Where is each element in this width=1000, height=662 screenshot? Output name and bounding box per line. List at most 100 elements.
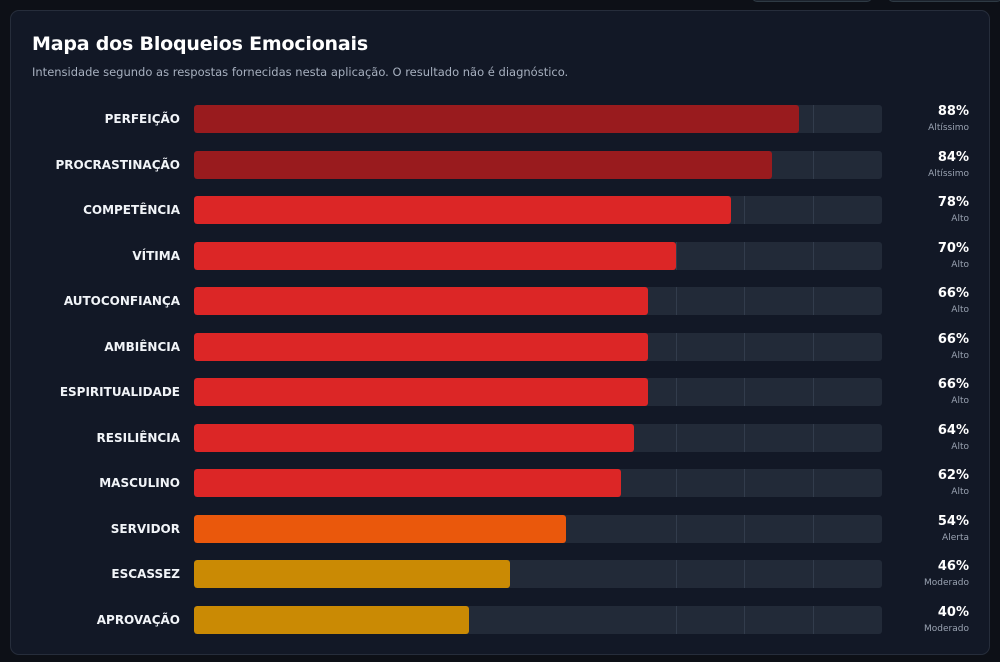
grid-line	[676, 241, 677, 270]
bar-value-label: 40%	[937, 604, 969, 620]
grid-line	[813, 241, 814, 270]
bar-track	[194, 605, 882, 634]
bar-value-label: 70%	[937, 240, 969, 256]
bar-track	[194, 423, 882, 452]
bar-row: RESILIÊNCIA 64% Alto	[11, 422, 989, 452]
chart-title: Mapa dos Bloqueios Emocionais	[32, 33, 368, 55]
grid-line	[744, 287, 745, 315]
chart-subtitle: Intensidade segundo as respostas forneci…	[32, 65, 569, 79]
bar-track	[194, 241, 882, 270]
grid-line	[813, 423, 814, 452]
bar-value-label: 66%	[937, 377, 969, 392]
grid-line	[744, 423, 745, 452]
grid-line	[676, 423, 677, 452]
bar-level-label: Altíssimo	[928, 168, 969, 179]
grid-line	[676, 469, 677, 497]
bar-label: AUTOCONFIANÇA	[63, 294, 180, 308]
bar-level-label: Alto	[951, 487, 969, 497]
bar-label: APROVAÇÃO	[96, 612, 180, 627]
bar-value-label: 66%	[937, 331, 969, 347]
bar	[194, 196, 731, 224]
grid-line	[813, 332, 814, 361]
grid-line	[744, 605, 745, 634]
top-tab-2[interactable]	[888, 0, 1000, 2]
grid-line	[813, 469, 814, 497]
grid-line	[813, 514, 814, 543]
grid-line	[676, 332, 677, 361]
bar	[194, 560, 511, 588]
bar-row: SERVIDOR 54% Alerta	[11, 513, 989, 543]
bar-label: MASCULINO	[99, 476, 180, 490]
bar-value-label: 46%	[937, 559, 969, 574]
grid-line	[744, 196, 745, 224]
bar	[194, 605, 470, 634]
bar-track	[194, 105, 882, 133]
bar-value-label: 64%	[937, 422, 969, 438]
bar-value-label: 66%	[937, 286, 969, 301]
bar-value-label: 78%	[937, 195, 969, 210]
bar-row: AUTOCONFIANÇA 66% Alto	[11, 286, 989, 315]
bar-value-label: 54%	[937, 513, 969, 529]
grid-line	[813, 105, 814, 133]
bar-level-label: Alto	[951, 350, 969, 361]
bar-row: PROCRASTINAÇÃO 84% Altíssimo	[11, 150, 989, 179]
bar	[194, 241, 676, 270]
bar-row: ESCASSEZ 46% Moderado	[11, 559, 989, 588]
grid-line	[813, 287, 814, 315]
bar	[194, 378, 649, 406]
grid-line	[813, 150, 814, 179]
bar-track	[194, 469, 882, 497]
bar-label: PERFEIÇÃO	[104, 112, 180, 126]
bar-label: RESILIÊNCIA	[96, 430, 180, 445]
grid-line	[676, 378, 677, 406]
grid-line	[744, 469, 745, 497]
bar-level-label: Altíssimo	[928, 123, 969, 133]
bar-level-label: Alto	[951, 441, 969, 452]
bar-row: ESPIRITUALIDADE 66% Alto	[11, 377, 989, 406]
bar	[194, 514, 566, 543]
bar	[194, 332, 649, 361]
grid-line	[813, 560, 814, 588]
top-tab-1[interactable]	[752, 0, 872, 2]
bar-row: MASCULINO 62% Alto	[11, 468, 989, 497]
bar-level-label: Alto	[951, 396, 969, 406]
bar-value-label: 88%	[937, 104, 969, 119]
bar	[194, 287, 649, 315]
bar	[194, 469, 621, 497]
bar-level-label: Alerta	[942, 532, 969, 543]
bar-level-label: Moderado	[924, 578, 969, 588]
bar-label: PROCRASTINAÇÃO	[55, 157, 181, 172]
grid-line	[744, 378, 745, 406]
grid-line	[744, 332, 745, 361]
grid-line	[676, 560, 677, 588]
bar-level-label: Alto	[951, 305, 969, 315]
bar-label: AMBIÊNCIA	[104, 339, 180, 354]
bar-track	[194, 560, 882, 588]
bar-level-label: Alto	[951, 214, 969, 224]
grid-line	[744, 560, 745, 588]
bar-label: COMPETÊNCIA	[83, 203, 180, 217]
grid-line	[744, 514, 745, 543]
bar-track	[194, 287, 882, 315]
bar-track	[194, 514, 882, 543]
grid-line	[676, 514, 677, 543]
bar-row: APROVAÇÃO 40% Moderado	[11, 604, 989, 634]
bar-label: ESPIRITUALIDADE	[59, 385, 180, 399]
chart-panel: Mapa dos Bloqueios Emocionais Intensidad…	[10, 10, 990, 655]
grid-line	[676, 605, 677, 634]
bar-label: SERVIDOR	[110, 521, 180, 536]
bar-row: PERFEIÇÃO 88% Altíssimo	[11, 104, 989, 133]
bar-level-label: Alto	[951, 259, 969, 270]
bar-track	[194, 332, 882, 361]
bar-value-label: 62%	[937, 468, 969, 483]
grid-line	[744, 241, 745, 270]
bar-row: AMBIÊNCIA 66% Alto	[11, 331, 989, 361]
bar	[194, 105, 800, 133]
bar-label: ESCASSEZ	[111, 567, 180, 581]
grid-line	[813, 605, 814, 634]
bar-track	[194, 378, 882, 406]
bar-level-label: Moderado	[924, 623, 969, 634]
bar-label: VÍTIMA	[132, 248, 180, 263]
bar	[194, 150, 772, 179]
bar-row: COMPETÊNCIA 78% Alto	[11, 195, 989, 224]
